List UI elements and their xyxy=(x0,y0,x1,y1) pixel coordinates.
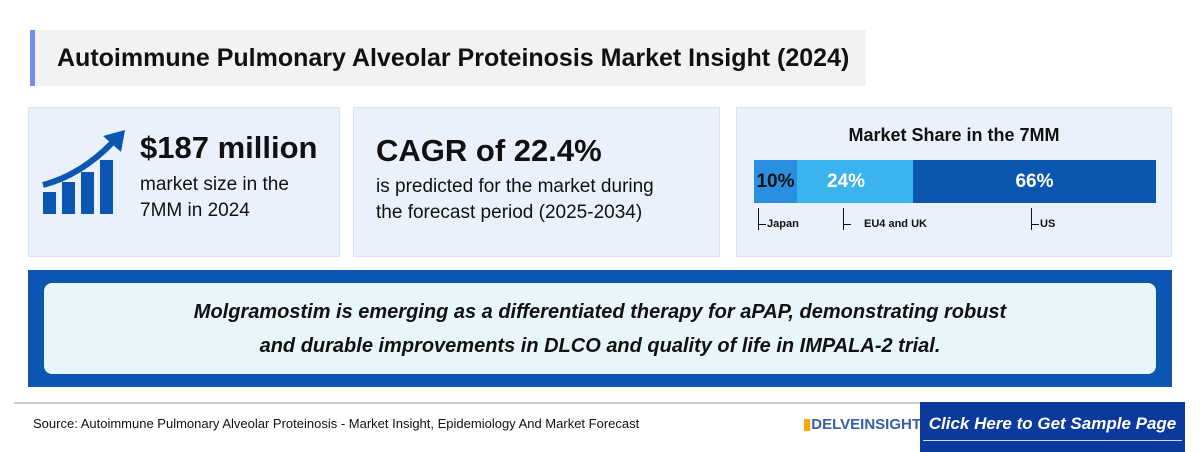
banner-line-1: Molgramostim is emerging as a differenti… xyxy=(193,300,1007,323)
title-text: Autoimmune Pulmonary Alveolar Proteinosi… xyxy=(57,43,850,72)
cagr-card: CAGR of 22.4% is predicted for the marke… xyxy=(353,107,720,257)
cagr-value: CAGR of 22.4% xyxy=(376,133,602,168)
key-insight-banner: Molgramostim is emerging as a differenti… xyxy=(28,270,1172,387)
get-sample-page-button[interactable]: Click Here to Get Sample Page xyxy=(920,402,1185,452)
cta-label: Click Here to Get Sample Page xyxy=(922,414,1183,441)
market-size-value: $187 million xyxy=(140,130,318,165)
logo-icon: ▮ xyxy=(803,416,812,433)
source-text: Source: Autoimmune Pulmonary Alveolar Pr… xyxy=(33,416,640,431)
chart-title: Market Share in the 7MM xyxy=(848,125,1060,145)
market-size-desc-2: 7MM in 2024 xyxy=(140,200,250,221)
bar-segment-eu4-uk: 24% xyxy=(797,160,913,203)
page-title: Autoimmune Pulmonary Alveolar Proteinosi… xyxy=(30,30,866,86)
market-share-card: Market Share in the 7MM 10% 24% 66% Japa… xyxy=(736,107,1172,257)
footer-divider xyxy=(14,402,920,404)
banner-line-2: and durable improvements in DLCO and qua… xyxy=(259,334,941,357)
market-size-card: $187 million market size in the 7MM in 2… xyxy=(28,107,340,257)
data-label-eu4-uk: 24% xyxy=(827,170,866,192)
delveinsight-logo[interactable]: ▮DELVEINSIGHT xyxy=(803,415,921,433)
market-share-bar: 10% 24% 66% xyxy=(754,160,1156,203)
data-label-japan: 10% xyxy=(756,170,795,192)
cagr-desc-2: the forecast period (2025-2034) xyxy=(376,202,643,223)
market-size-desc-1: market size in the xyxy=(140,174,289,195)
growth-chart-icon xyxy=(42,130,125,214)
bar-segment-japan: 10% xyxy=(754,160,797,203)
category-label-japan: Japan xyxy=(758,208,799,230)
logo-text: DELVEINSIGHT xyxy=(811,416,921,433)
banner-inner: Molgramostim is emerging as a differenti… xyxy=(44,283,1156,374)
category-label-us: US xyxy=(1031,208,1055,230)
cagr-desc-1: is predicted for the market during xyxy=(376,176,654,197)
category-label-eu4-uk: EU4 and UK xyxy=(843,208,927,230)
bar-segment-us: 66% xyxy=(913,160,1156,203)
data-label-us: 66% xyxy=(1015,170,1054,192)
